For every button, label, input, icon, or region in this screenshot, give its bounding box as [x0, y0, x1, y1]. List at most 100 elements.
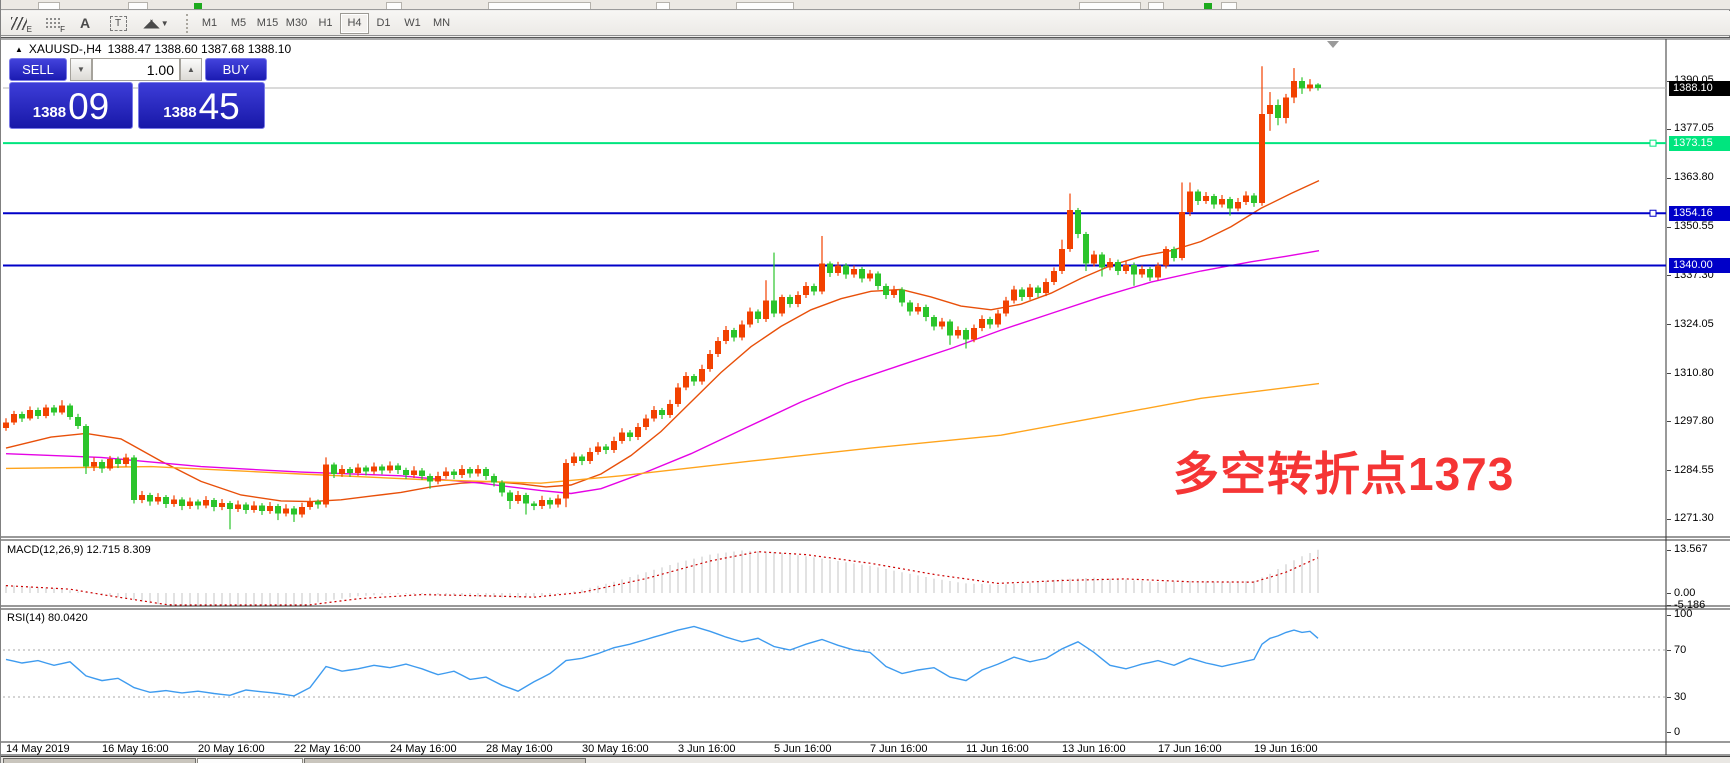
tab-fragment [304, 758, 586, 763]
price-tick-label: 1377.05 [1674, 122, 1714, 135]
axis-tick [1667, 605, 1671, 606]
price-tick-label: 1363.80 [1674, 171, 1714, 184]
candle-body [235, 504, 241, 510]
price-tick-label: 1310.80 [1674, 366, 1714, 379]
candle-body [707, 354, 713, 369]
timeframe-button-d1[interactable]: D1 [376, 17, 391, 29]
candle-body [515, 495, 521, 501]
candle-body [43, 407, 49, 417]
candle-body [179, 499, 185, 507]
candle-body [291, 508, 297, 515]
axis-tick [1667, 549, 1671, 551]
candle-body [611, 440, 617, 450]
candle-body [395, 465, 401, 470]
timeframe-button-m15[interactable]: M15 [256, 17, 279, 29]
toolbar-fragment [38, 2, 60, 9]
chart-shift-marker-icon[interactable] [1327, 41, 1339, 48]
candle-body [1307, 84, 1313, 89]
candle-body [683, 376, 689, 388]
text-annotation-icon[interactable]: A [70, 13, 100, 34]
candle-body [475, 469, 481, 474]
grid-icon[interactable]: F [37, 13, 67, 34]
timeframe-button-h4[interactable]: H4 [340, 12, 369, 34]
candle-body [1019, 289, 1025, 297]
candle-body [867, 273, 873, 279]
candle-body [251, 505, 257, 510]
toolbar-separator [186, 13, 191, 33]
axis-tick [1667, 650, 1671, 652]
candle-body [147, 495, 153, 502]
candle-body [947, 321, 953, 336]
axis-tick [1667, 697, 1671, 699]
buy-button[interactable]: BUY [205, 58, 267, 81]
candle-body [1251, 195, 1257, 203]
candle-body [1043, 282, 1049, 294]
candle-body [1171, 248, 1177, 259]
candle-body [403, 469, 409, 476]
candle-body [195, 501, 201, 506]
candle-body [1283, 97, 1289, 118]
candle-body [1203, 196, 1209, 201]
candle-body [1035, 287, 1041, 294]
text-label-icon[interactable]: T [103, 13, 133, 34]
time-tick-label: 30 May 16:00 [582, 743, 649, 755]
timeframe-button-mn[interactable]: MN [432, 17, 451, 29]
candle-body [1083, 234, 1089, 264]
line-handle[interactable] [1649, 209, 1657, 217]
line-handle[interactable] [1649, 139, 1657, 147]
candle-body [1259, 114, 1265, 203]
candle-body [803, 285, 809, 296]
candle-body [1075, 210, 1081, 235]
timeframe-button-m5[interactable]: M5 [230, 17, 247, 29]
macd-tick-label: -5.186 [1674, 598, 1706, 611]
candle-body [971, 328, 977, 340]
sell-button[interactable]: SELL [9, 58, 67, 81]
candle-body [739, 324, 745, 338]
blue-level-badge-2: 1340.00 [1669, 257, 1730, 273]
volume-decrease-button[interactable]: ▼ [70, 58, 92, 81]
collapse-arrow-icon[interactable]: ▲ [15, 44, 23, 54]
candle-body [387, 465, 393, 471]
candle-body [347, 469, 353, 473]
candle-body [1147, 269, 1153, 278]
ohlc-values: 1388.47 1388.60 1387.68 1388.10 [107, 42, 292, 56]
candle-body [315, 501, 321, 505]
candle-body [531, 503, 537, 507]
candle-body [123, 457, 129, 465]
macd-indicator-label: MACD(12,26,9) 12.715 8.309 [7, 544, 151, 556]
candle-body [131, 457, 137, 500]
tool-letter: E [26, 24, 32, 34]
candle-body [19, 413, 25, 419]
candle-body [243, 504, 249, 510]
candle-body [299, 506, 305, 515]
axis-tick [1667, 470, 1671, 472]
ask-price-prefix: 1388 [163, 104, 197, 121]
candle-body [1275, 104, 1281, 118]
time-tick-label: 20 May 16:00 [198, 743, 265, 755]
candle-body [723, 330, 729, 342]
bid-price-display[interactable]: 1388 09 [9, 82, 133, 129]
timeframe-button-m30[interactable]: M30 [285, 17, 308, 29]
candle-body [275, 506, 281, 514]
candle-body [795, 295, 801, 305]
toolbar-fragment [1079, 2, 1141, 9]
tab-fragment [3, 758, 196, 763]
candle-body [859, 269, 865, 279]
candle-body [1219, 199, 1225, 205]
candle-body [1243, 195, 1249, 203]
cursor-arrows-icon[interactable]: ◢◣ ▼ [136, 13, 176, 34]
candle-body [747, 311, 753, 325]
indicators-lines-icon[interactable]: E [4, 13, 34, 34]
timeframe-button-w1[interactable]: W1 [404, 17, 421, 29]
timeframe-button-h1[interactable]: H1 [318, 17, 333, 29]
one-click-trade-panel: SELL ▼ 1.00 ▲ BUY 1388 09 1388 45 [9, 58, 267, 129]
timeframe-button-m1[interactable]: M1 [201, 17, 218, 29]
volume-input[interactable]: 1.00 [92, 58, 180, 81]
candle-body [1195, 191, 1201, 201]
candle-body [675, 387, 681, 404]
volume-increase-button[interactable]: ▲ [180, 58, 202, 81]
ask-price-display[interactable]: 1388 45 [138, 82, 265, 129]
grid-glyph [44, 17, 60, 29]
candle-body [563, 462, 569, 499]
